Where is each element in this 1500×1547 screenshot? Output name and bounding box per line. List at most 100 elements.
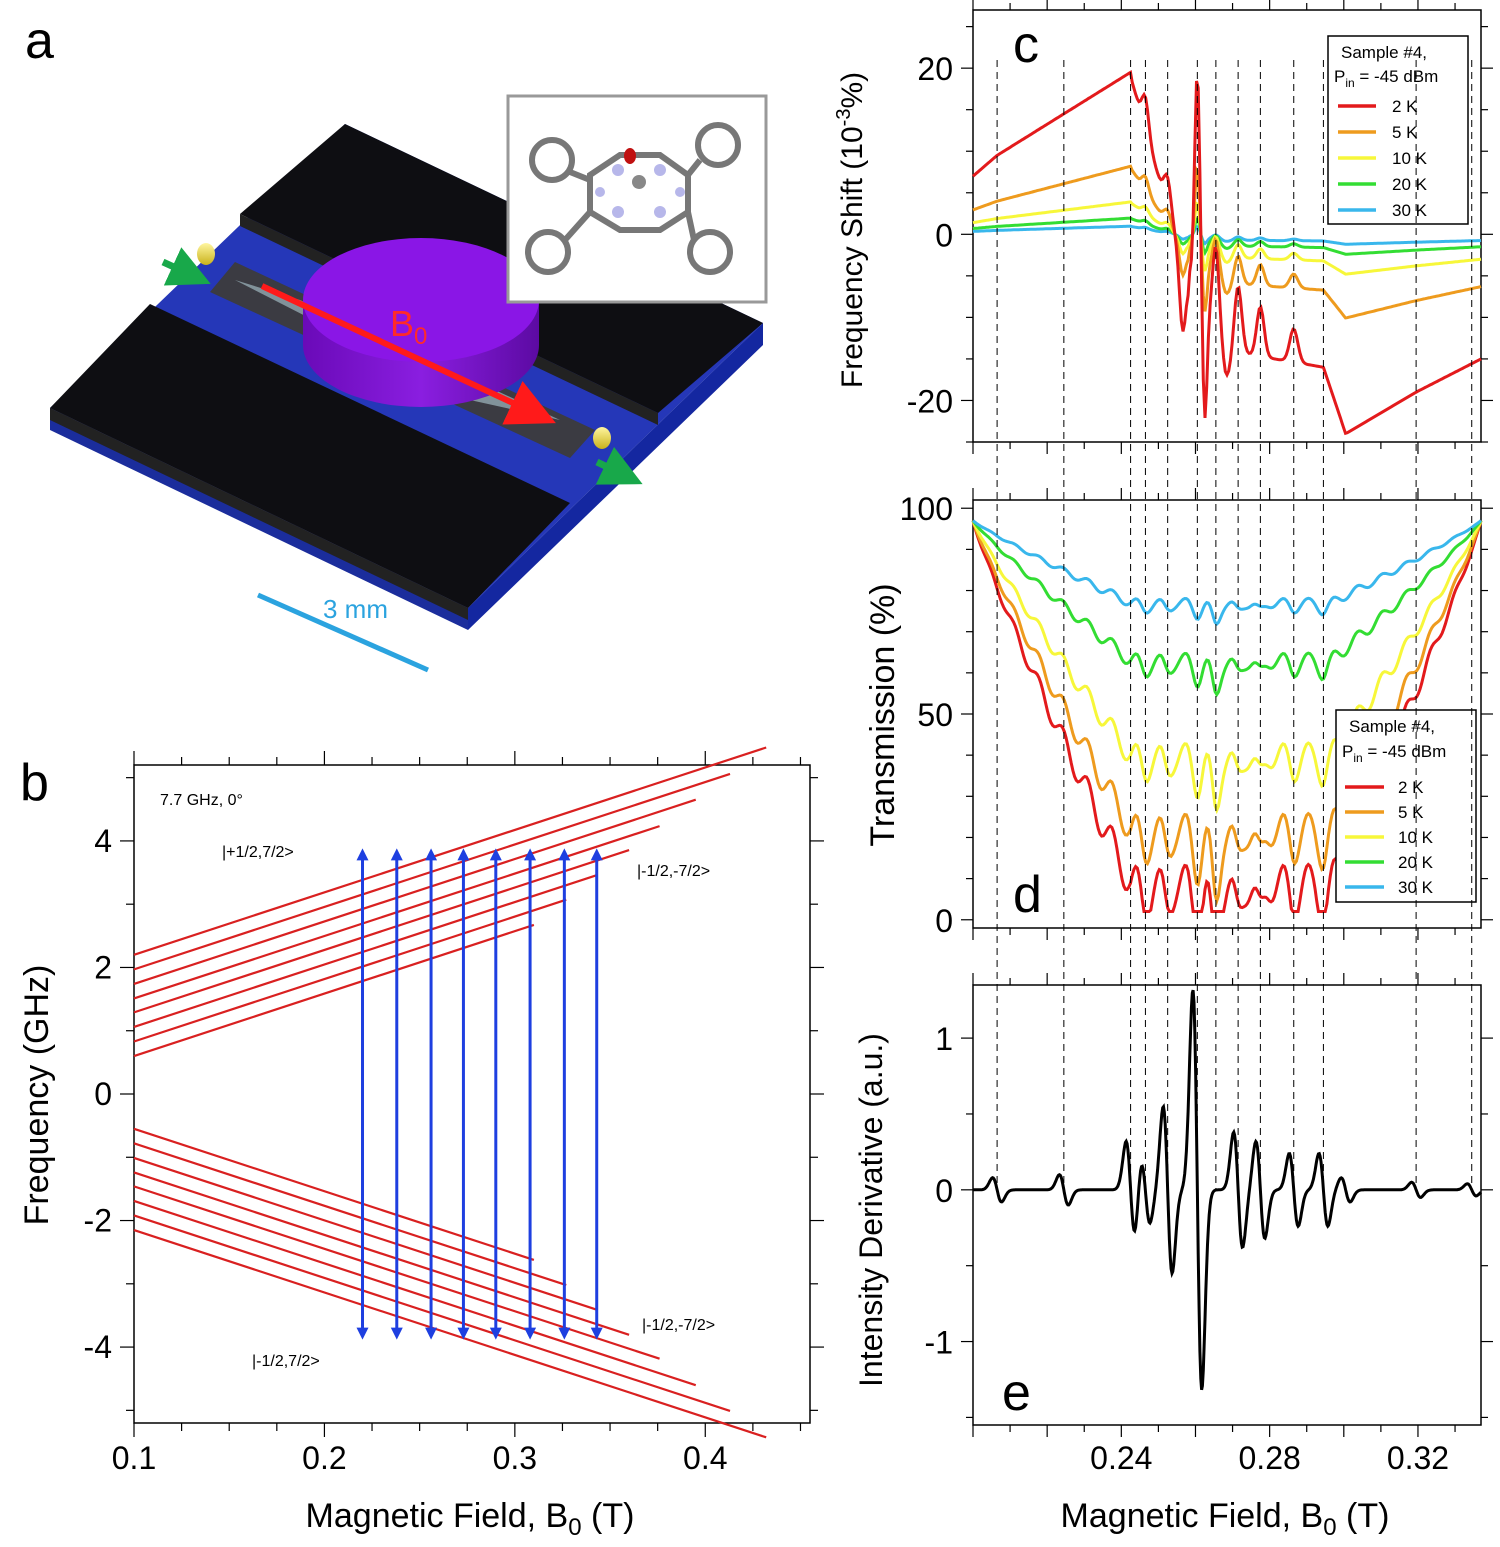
level-label-upper-left: |+1/2,7/2> xyxy=(222,844,294,861)
panel-label-e: e xyxy=(1002,1364,1031,1422)
upper-level-line xyxy=(133,798,697,985)
svg-text:Pin = -45 dBm: Pin = -45 dBm xyxy=(1342,742,1446,765)
arrow-head-down xyxy=(390,1327,403,1340)
plot-frame-c xyxy=(972,9,1482,443)
lower-level-line xyxy=(133,1171,630,1336)
legend-label-c: 10 K xyxy=(1392,149,1428,168)
ylabel-b: Frequency (GHz) xyxy=(18,965,56,1226)
shift-series-2K xyxy=(972,70,1482,436)
x-tick-label-b: 0.1 xyxy=(112,1440,156,1476)
ground-plane-front xyxy=(50,304,570,608)
x-tick-label-b: 0.3 xyxy=(493,1440,537,1476)
arrow-head-down xyxy=(457,1327,470,1340)
arrow-head-down xyxy=(558,1327,571,1340)
oxygen-atom xyxy=(624,148,636,164)
legend-label-d: 20 K xyxy=(1398,853,1434,872)
transition-arrows xyxy=(356,848,603,1340)
arrow-head-down xyxy=(524,1327,537,1340)
derivative-curve xyxy=(973,989,1483,1391)
level-label-lower-left: |-1/2,7/2> xyxy=(252,1353,320,1370)
legend-label-c: 5 K xyxy=(1392,123,1418,142)
arrow-head-up xyxy=(356,848,369,861)
tick-labels-b: 0.1 0.2 0.3 0.4 -4 -2 0 2 4 xyxy=(84,823,728,1476)
transmission-series-10K xyxy=(971,520,1483,815)
lower-level-line xyxy=(133,1127,535,1261)
upper-level-line xyxy=(133,923,535,1058)
arrow-head-up xyxy=(457,848,470,861)
plot-frame-e xyxy=(972,984,1482,1426)
y-tick-label-c: -20 xyxy=(907,383,953,419)
legend-label-d: 10 K xyxy=(1398,828,1434,847)
lower-level-line xyxy=(133,1142,567,1287)
panel-label-d: d xyxy=(1013,866,1042,924)
derivative-line xyxy=(973,989,1483,1391)
arrow-head-down xyxy=(356,1327,369,1340)
legend-label-c: 2 K xyxy=(1392,97,1418,116)
y-tick-label-b: -2 xyxy=(84,1203,112,1239)
upper-level-line xyxy=(133,898,567,1043)
shift-series-10K xyxy=(972,200,1482,276)
input-arrow xyxy=(161,247,211,286)
arrow-head-down xyxy=(489,1327,502,1340)
y-tick-label-d: 0 xyxy=(935,903,953,939)
arrow-head-up xyxy=(390,848,403,861)
scale-bar xyxy=(256,592,430,673)
panel-label-b: b xyxy=(20,754,49,812)
frequency-shift-curves xyxy=(972,70,1482,436)
shift-series-30K xyxy=(972,224,1482,246)
shift-series-20K xyxy=(972,216,1482,257)
transmission-series-30K xyxy=(972,519,1482,627)
lower-level-line xyxy=(133,1156,598,1311)
x-tick-label-b: 0.4 xyxy=(683,1440,727,1476)
level-label-upper-right: |-1/2,-7/2> xyxy=(637,863,710,880)
lower-level-line xyxy=(133,1228,767,1439)
xlabel-e: Magnetic Field, B0 (T) xyxy=(1061,1497,1390,1541)
axis-ticks-b xyxy=(120,751,824,1437)
arrow-head-up xyxy=(425,848,438,861)
panel-a: a B0 3 mm xyxy=(25,12,768,673)
y-tick-label-d: 100 xyxy=(900,491,953,527)
y-tick-label-d: 50 xyxy=(917,697,953,733)
axis-ticks-d xyxy=(961,488,1493,940)
output-arrow xyxy=(595,446,643,485)
output-port xyxy=(593,427,611,449)
panel-label-c: c xyxy=(1013,16,1039,74)
panel-c: -20 0 20 c Frequency Shift (10-3%) Sample … xyxy=(833,0,1493,454)
ylabel-d: Transmission (%) xyxy=(864,583,902,846)
arrow-head-up xyxy=(524,848,537,861)
arrow-head-up xyxy=(489,848,502,861)
resonance-guide-lines xyxy=(996,60,1473,1190)
transmission-series-20K xyxy=(971,519,1483,698)
legend-d: Sample #4, Pin = -45 dBm 2 K 5 K 10 K 20 K 3… xyxy=(1335,709,1477,903)
x-tick-label-b: 0.2 xyxy=(302,1440,346,1476)
scale-label: 3 mm xyxy=(323,594,388,624)
arrow-head-down xyxy=(425,1327,438,1340)
upper-level-line xyxy=(133,848,630,1014)
panel-b: b 0.1 0.2 0.3 0.4 -4 -2 0 2 4 7.7 GHz, 0° |+1/2,… xyxy=(18,746,824,1541)
arrow-head-up xyxy=(558,848,571,861)
y-tick-label-c: 20 xyxy=(917,51,953,87)
y-tick-label-b: 0 xyxy=(94,1076,112,1112)
y-tick-label-e: 0 xyxy=(935,1173,953,1209)
ylabel-e: Intensity Derivative (a.u.) xyxy=(853,1033,889,1387)
field-label: B0 xyxy=(390,303,427,350)
upper-level-line xyxy=(133,874,598,1028)
input-port xyxy=(197,243,215,265)
y-tick-label-e: -1 xyxy=(925,1325,953,1361)
svg-text:Sample #4,: Sample #4, xyxy=(1341,43,1427,62)
x-tick-label-e: 0.32 xyxy=(1387,1440,1449,1476)
axis-ticks-c xyxy=(961,0,1493,454)
svg-text:Sample #4,: Sample #4, xyxy=(1349,717,1435,736)
legend-label-c: 20 K xyxy=(1392,175,1428,194)
legend-label-d: 5 K xyxy=(1398,803,1424,822)
ylabel-c: Frequency Shift (10-3%) xyxy=(833,72,869,388)
panel-d: 0 50 100 d Transmission (%) Sample #4, Pin… xyxy=(864,488,1493,940)
annotation-b: 7.7 GHz, 0° xyxy=(160,792,243,809)
field-arrow xyxy=(260,283,556,425)
y-tick-label-b: -4 xyxy=(84,1329,112,1365)
x-tick-label-e: 0.28 xyxy=(1239,1440,1301,1476)
energy-levels xyxy=(133,746,767,1439)
y-tick-label-e: 1 xyxy=(935,1021,953,1057)
arrow-head-down xyxy=(590,1327,603,1340)
